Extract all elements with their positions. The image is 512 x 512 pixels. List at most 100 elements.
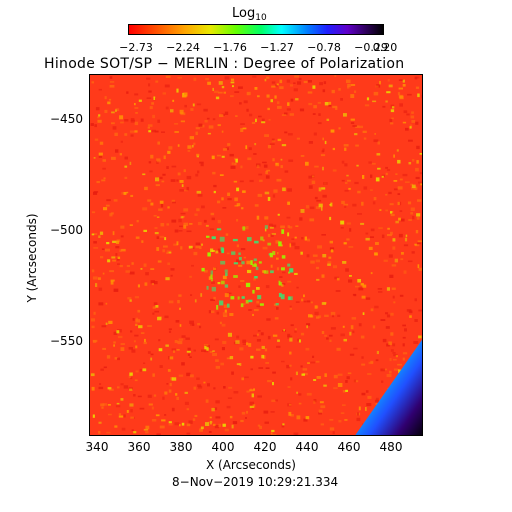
speckle xyxy=(379,80,381,85)
speckle xyxy=(298,339,301,343)
speckle xyxy=(385,193,388,196)
speckle xyxy=(240,248,246,251)
speckle xyxy=(167,206,170,209)
speckle xyxy=(151,406,154,410)
colorbar-tick: −0.29 xyxy=(354,41,388,54)
speckle xyxy=(148,403,153,406)
speckle xyxy=(287,225,290,228)
speckle xyxy=(222,207,227,209)
speckle xyxy=(130,134,134,137)
speckle xyxy=(277,105,282,109)
speckle xyxy=(307,91,313,94)
speckle xyxy=(107,404,111,406)
speckle xyxy=(330,311,336,316)
speckle xyxy=(313,379,317,381)
speckle xyxy=(344,204,347,208)
speckle xyxy=(227,143,231,146)
speckle xyxy=(129,372,133,376)
speckle xyxy=(233,180,238,183)
speckle xyxy=(105,302,108,305)
speckle xyxy=(364,104,370,107)
speckle xyxy=(256,339,261,342)
speckle xyxy=(365,232,369,235)
speckle xyxy=(192,418,196,421)
speckle xyxy=(140,118,144,122)
speckle xyxy=(321,206,323,211)
speckle xyxy=(343,144,349,147)
speckle xyxy=(192,144,194,148)
speckle xyxy=(106,242,110,245)
speckle xyxy=(223,304,228,308)
speckle xyxy=(337,383,343,387)
speckle xyxy=(109,213,113,217)
speckle xyxy=(271,140,276,143)
speckle xyxy=(403,110,408,114)
speckle xyxy=(108,413,112,416)
speckle xyxy=(197,170,200,174)
speckle xyxy=(277,213,280,216)
speckle xyxy=(247,237,252,242)
speckle xyxy=(205,399,209,403)
speckle xyxy=(162,92,166,95)
speckle xyxy=(410,212,413,215)
speckle xyxy=(295,434,298,435)
speckle xyxy=(129,161,132,165)
speckle xyxy=(423,199,424,202)
speckle xyxy=(316,376,321,379)
speckle xyxy=(112,240,117,243)
speckle xyxy=(310,361,316,364)
speckle xyxy=(322,148,325,152)
speckle xyxy=(416,216,420,220)
speckle xyxy=(99,231,104,235)
speckle xyxy=(343,203,349,206)
speckle xyxy=(363,137,367,140)
speckle xyxy=(189,275,192,278)
speckle xyxy=(190,294,193,296)
speckle xyxy=(252,313,254,316)
speckle xyxy=(390,231,393,235)
speckle xyxy=(317,122,322,125)
speckle xyxy=(411,120,416,123)
speckle xyxy=(410,186,416,190)
speckle xyxy=(124,165,128,168)
speckle xyxy=(195,173,199,177)
speckle xyxy=(375,403,378,405)
speckle xyxy=(303,80,308,84)
speckle xyxy=(171,348,176,351)
speckle xyxy=(411,251,415,254)
speckle xyxy=(204,269,208,273)
speckle xyxy=(197,221,202,226)
speckle xyxy=(318,203,323,208)
speckle xyxy=(310,260,315,264)
solar-limb-region xyxy=(355,339,422,435)
speckle xyxy=(306,392,312,396)
speckle xyxy=(153,96,156,100)
speckle xyxy=(209,228,215,231)
speckle xyxy=(133,340,136,343)
speckle xyxy=(314,311,319,315)
speckle xyxy=(152,373,155,377)
speckle xyxy=(135,370,139,373)
speckle xyxy=(258,115,262,118)
speckle xyxy=(145,425,150,430)
speckle xyxy=(113,341,116,344)
speckle xyxy=(289,305,292,308)
speckle xyxy=(290,98,294,102)
speckle xyxy=(264,421,269,424)
speckle xyxy=(214,425,219,429)
speckle xyxy=(308,175,312,179)
speckle xyxy=(280,294,285,300)
speckle xyxy=(287,386,291,388)
speckle xyxy=(148,90,152,93)
speckle xyxy=(162,173,166,176)
speckle xyxy=(409,315,412,318)
speckle xyxy=(203,344,209,347)
speckle xyxy=(203,381,206,384)
speckle xyxy=(347,372,352,375)
speckle xyxy=(274,95,277,99)
speckle xyxy=(135,345,138,349)
speckle xyxy=(402,357,405,361)
speckle xyxy=(220,362,224,366)
speckle xyxy=(150,357,153,361)
speckle xyxy=(120,235,124,238)
